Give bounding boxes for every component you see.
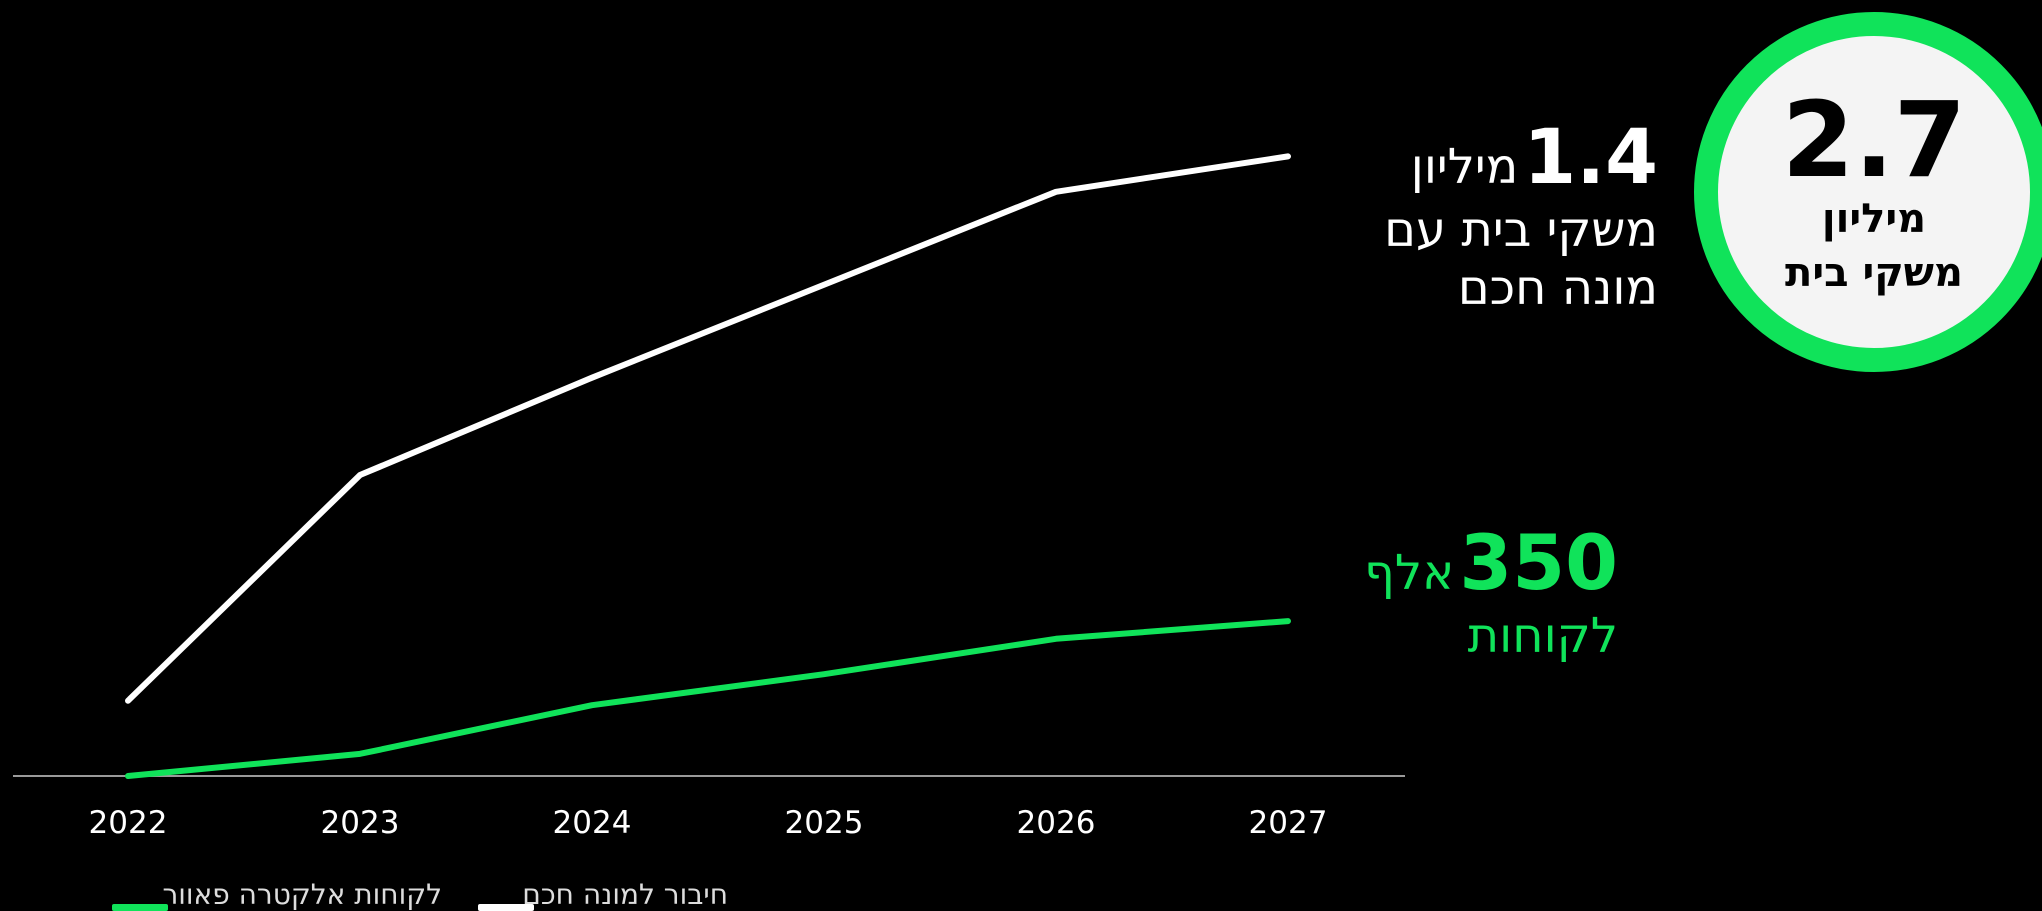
- callout-smart-meter-line3: מונה חכם: [1457, 260, 1658, 316]
- x-tick-label-2025: 2025: [785, 805, 864, 841]
- legend-label-white: חיבור למונה חכם: [522, 878, 728, 911]
- legend-swatch-white: [478, 904, 534, 911]
- legend-label-green: לקוחות אלקטרה פאוור: [162, 878, 442, 911]
- x-tick-label-2026: 2026: [1017, 805, 1096, 841]
- x-tick-label-2022: 2022: [89, 805, 168, 841]
- badge-line2: משקי בית: [1785, 250, 1963, 296]
- callout-smart-meter: 1.4 מיליון משקי בית עם מונה חכם: [1338, 112, 1658, 317]
- callout-customers: 350 אלף לקוחות: [1338, 518, 1618, 665]
- legend-swatch-green: [112, 904, 168, 911]
- x-tick-label-2024: 2024: [553, 805, 632, 841]
- badge-value: 2.7: [1781, 79, 1967, 201]
- households-badge: 2.7 מיליון משקי בית: [1694, 12, 2042, 372]
- callout-smart-meter-line2: משקי בית עם: [1384, 202, 1658, 258]
- x-tick-label-2027: 2027: [1249, 805, 1328, 841]
- callout-smart-meter-headline: 1.4 מיליון: [1338, 112, 1658, 201]
- series-line-0: [125, 153, 1291, 704]
- callout-customers-headline: 350 אלף: [1338, 518, 1618, 607]
- badge-line1: מיליון: [1821, 196, 1927, 242]
- callout-customers-line2: לקוחות: [1467, 608, 1618, 664]
- x-tick-label-2023: 2023: [321, 805, 400, 841]
- callout-smart-meter-value: 1.4: [1523, 112, 1658, 201]
- callout-customers-unit: אלף: [1364, 545, 1455, 601]
- callout-smart-meter-unit: מיליון: [1410, 139, 1519, 195]
- callout-customers-value: 350: [1459, 518, 1618, 607]
- series-layer: [125, 153, 1291, 779]
- series-line-1: [125, 618, 1291, 779]
- x-tick-labels: 2022 2023 2024 2025 2026 2027: [89, 805, 1328, 841]
